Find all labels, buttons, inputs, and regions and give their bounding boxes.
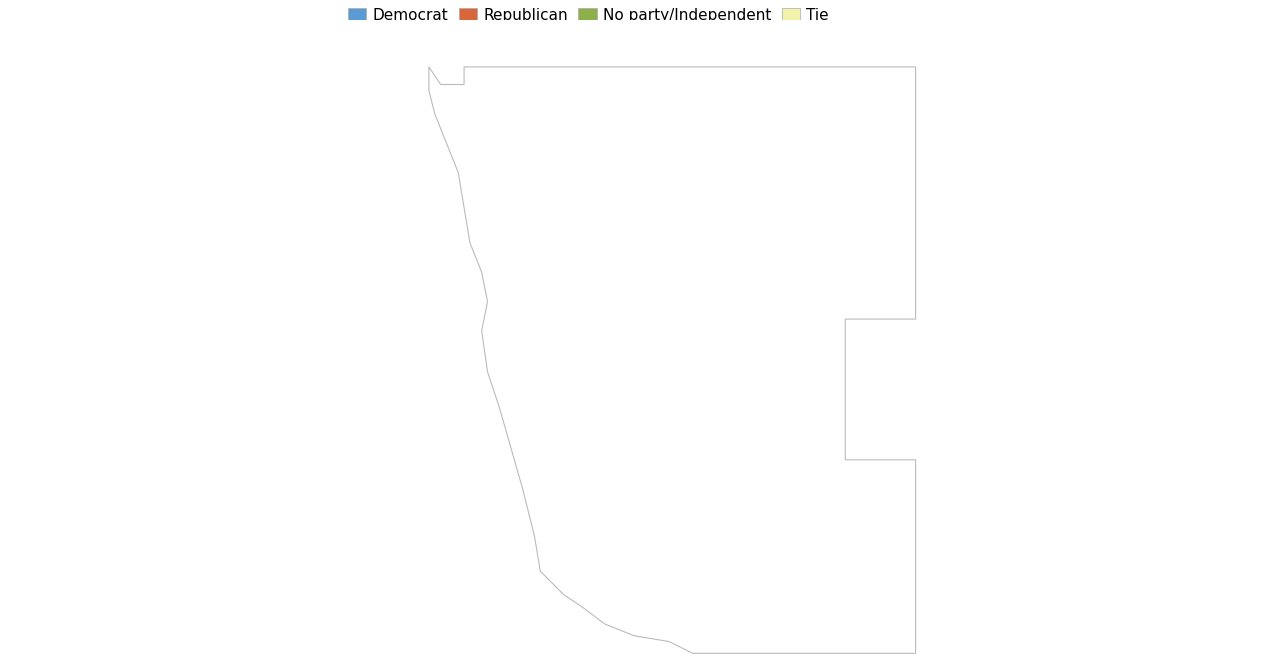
Polygon shape [552, 173, 588, 202]
Polygon shape [576, 214, 593, 237]
Polygon shape [558, 243, 581, 272]
Polygon shape [429, 67, 552, 196]
Polygon shape [552, 261, 588, 302]
Polygon shape [300, 67, 465, 114]
Polygon shape [563, 436, 588, 466]
Polygon shape [552, 290, 581, 319]
Polygon shape [535, 114, 563, 143]
Polygon shape [300, 38, 465, 67]
Polygon shape [652, 489, 728, 571]
Polygon shape [576, 243, 593, 266]
Polygon shape [488, 255, 611, 571]
Polygon shape [588, 431, 622, 466]
Polygon shape [576, 331, 611, 360]
Polygon shape [622, 407, 658, 442]
Polygon shape [563, 202, 599, 231]
Polygon shape [634, 489, 692, 571]
Polygon shape [563, 302, 599, 331]
Polygon shape [300, 38, 945, 67]
Legend: Democrat, Republican, No party/Independent, Tie: Democrat, Republican, No party/Independe… [342, 2, 835, 30]
Polygon shape [722, 67, 915, 319]
Polygon shape [915, 38, 945, 672]
Polygon shape [458, 143, 563, 372]
Polygon shape [576, 395, 611, 431]
Polygon shape [570, 208, 588, 231]
Polygon shape [845, 319, 945, 460]
Polygon shape [581, 190, 599, 214]
Polygon shape [517, 79, 547, 108]
Polygon shape [622, 595, 658, 630]
Polygon shape [535, 407, 634, 606]
Polygon shape [540, 343, 588, 407]
Polygon shape [563, 231, 599, 266]
Polygon shape [774, 231, 845, 319]
Polygon shape [593, 466, 634, 507]
Polygon shape [563, 360, 599, 395]
Polygon shape [300, 38, 563, 595]
Polygon shape [563, 571, 669, 636]
Polygon shape [540, 143, 576, 173]
Polygon shape [300, 595, 692, 672]
Polygon shape [429, 67, 915, 653]
Polygon shape [599, 507, 634, 548]
Polygon shape [300, 0, 1004, 672]
